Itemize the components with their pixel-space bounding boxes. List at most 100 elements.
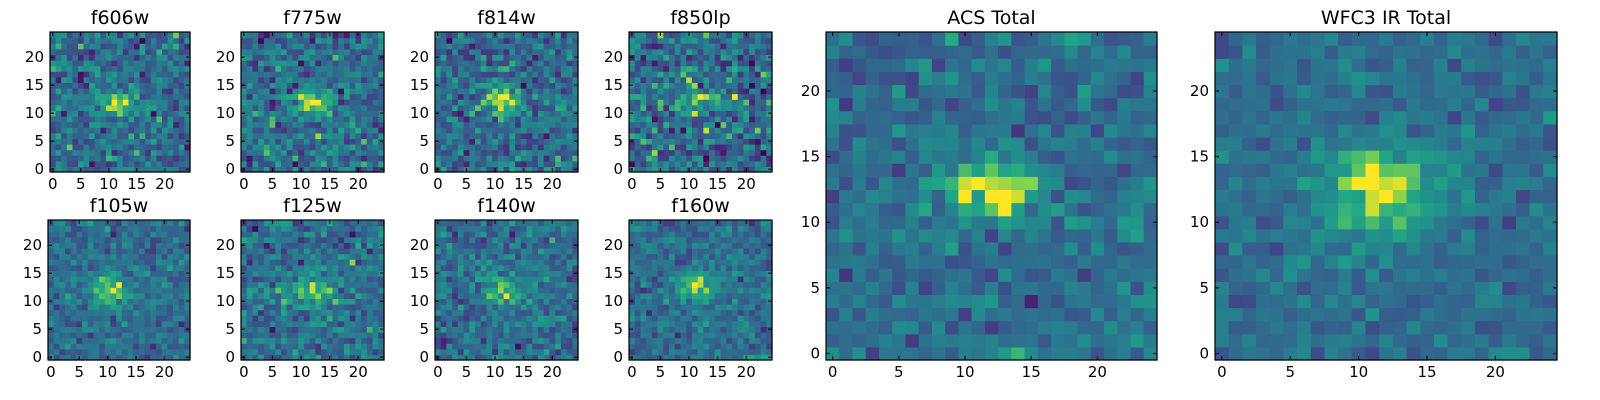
heatmap-cell bbox=[674, 326, 682, 333]
heatmap-cell bbox=[76, 270, 83, 277]
heatmap-cell bbox=[566, 231, 573, 238]
heatmap-cell bbox=[469, 236, 476, 243]
heatmap-cell bbox=[286, 242, 294, 249]
heatmap-cell bbox=[145, 160, 152, 167]
heatmap-cell bbox=[55, 37, 62, 44]
heatmap-cell bbox=[629, 276, 636, 283]
heatmap-cell bbox=[332, 149, 339, 156]
heatmap-cell bbox=[286, 65, 294, 72]
heatmap-cell bbox=[65, 276, 72, 283]
heatmap-cell bbox=[520, 65, 528, 72]
heatmap-cell bbox=[292, 160, 299, 167]
heatmap-cell bbox=[560, 60, 568, 67]
heatmap-cell bbox=[754, 37, 762, 44]
heatmap-cell bbox=[720, 132, 727, 139]
heatmap-cell bbox=[663, 110, 670, 117]
heatmap-cell bbox=[669, 121, 676, 128]
heatmap-cell bbox=[263, 270, 271, 277]
heatmap-cell bbox=[440, 287, 448, 294]
heatmap-cell bbox=[469, 110, 476, 117]
heatmap-cell bbox=[138, 270, 146, 277]
heatmap-cell bbox=[555, 332, 562, 339]
heatmap-cell bbox=[492, 110, 499, 117]
heatmap-cell bbox=[326, 54, 334, 61]
heatmap-cell bbox=[492, 43, 499, 50]
heatmap-cell bbox=[378, 292, 385, 299]
heatmap-cell bbox=[150, 225, 157, 232]
heatmap-cell bbox=[457, 264, 465, 271]
heatmap-cell bbox=[760, 320, 767, 327]
heatmap-cell bbox=[144, 264, 151, 271]
heatmap-cell bbox=[697, 110, 704, 117]
heatmap-cell bbox=[726, 343, 733, 350]
y-tick-label: 10 bbox=[410, 104, 429, 122]
heatmap-cell bbox=[737, 138, 744, 145]
y-tick-label: 10 bbox=[25, 104, 44, 122]
heatmap-cell bbox=[543, 65, 550, 72]
heatmap-cell bbox=[714, 127, 722, 134]
heatmap-cell bbox=[144, 281, 151, 288]
heatmap-cell bbox=[457, 65, 465, 72]
heatmap-cell bbox=[104, 231, 112, 238]
heatmap-cell bbox=[669, 348, 676, 355]
heatmap-cell bbox=[480, 298, 488, 305]
heatmap-cell bbox=[89, 93, 96, 100]
heatmap-cell bbox=[657, 332, 664, 339]
heatmap-cell bbox=[281, 32, 288, 39]
heatmap-cell bbox=[100, 82, 107, 89]
heatmap-cell bbox=[53, 287, 60, 294]
heatmap-cell bbox=[139, 37, 146, 44]
heatmap-cell bbox=[150, 110, 157, 117]
heatmap-cell bbox=[634, 354, 642, 361]
heatmap-cell bbox=[629, 149, 636, 156]
heatmap-cell bbox=[144, 220, 151, 227]
heatmap-cell bbox=[697, 287, 704, 294]
heatmap-cell bbox=[315, 248, 322, 255]
heatmap-cell bbox=[566, 326, 573, 333]
heatmap-cell bbox=[286, 104, 294, 111]
heatmap-cell bbox=[475, 48, 482, 55]
heatmap-cell bbox=[509, 298, 516, 305]
heatmap-cell bbox=[743, 48, 750, 55]
heatmap-cell bbox=[469, 292, 476, 299]
heatmap-cell bbox=[298, 242, 305, 249]
heatmap-cell bbox=[629, 332, 636, 339]
heatmap-cell bbox=[286, 132, 294, 139]
heatmap-cell bbox=[173, 132, 180, 139]
heatmap-cell bbox=[503, 236, 510, 243]
heatmap-cell bbox=[321, 54, 328, 61]
heatmap-cell bbox=[680, 88, 687, 95]
heatmap-cell bbox=[99, 354, 106, 361]
heatmap-cell bbox=[520, 48, 528, 55]
heatmap-cell bbox=[326, 88, 334, 95]
heatmap-cell bbox=[139, 54, 146, 61]
heatmap-cell bbox=[515, 259, 522, 266]
heatmap-cell bbox=[275, 315, 282, 322]
heatmap-cell bbox=[486, 326, 493, 333]
heatmap-cell bbox=[269, 149, 276, 156]
heatmap-cell bbox=[446, 304, 453, 311]
heatmap-cell bbox=[104, 343, 112, 350]
heatmap-cell bbox=[89, 54, 96, 61]
heatmap-cell bbox=[309, 298, 316, 305]
heatmap-cell bbox=[714, 65, 722, 72]
heatmap-cell bbox=[178, 127, 185, 134]
heatmap-cell bbox=[515, 348, 522, 355]
heatmap-cell bbox=[686, 65, 693, 72]
heatmap-cell bbox=[543, 337, 550, 344]
heatmap-cell bbox=[258, 155, 265, 162]
heatmap-cell bbox=[315, 320, 322, 327]
heatmap-cell bbox=[691, 65, 699, 72]
heatmap-cell bbox=[48, 225, 55, 232]
heatmap-cell bbox=[743, 88, 750, 95]
heatmap-cell bbox=[634, 93, 642, 100]
heatmap-cell bbox=[309, 304, 316, 311]
heatmap-cell bbox=[173, 99, 180, 106]
heatmap-cell bbox=[150, 65, 157, 72]
heatmap-cell bbox=[66, 71, 73, 78]
heatmap-cell bbox=[263, 276, 271, 283]
heatmap-cell bbox=[537, 37, 545, 44]
heatmap-cell bbox=[258, 231, 265, 238]
heatmap-cell bbox=[70, 253, 77, 260]
heatmap-cell bbox=[526, 160, 533, 167]
